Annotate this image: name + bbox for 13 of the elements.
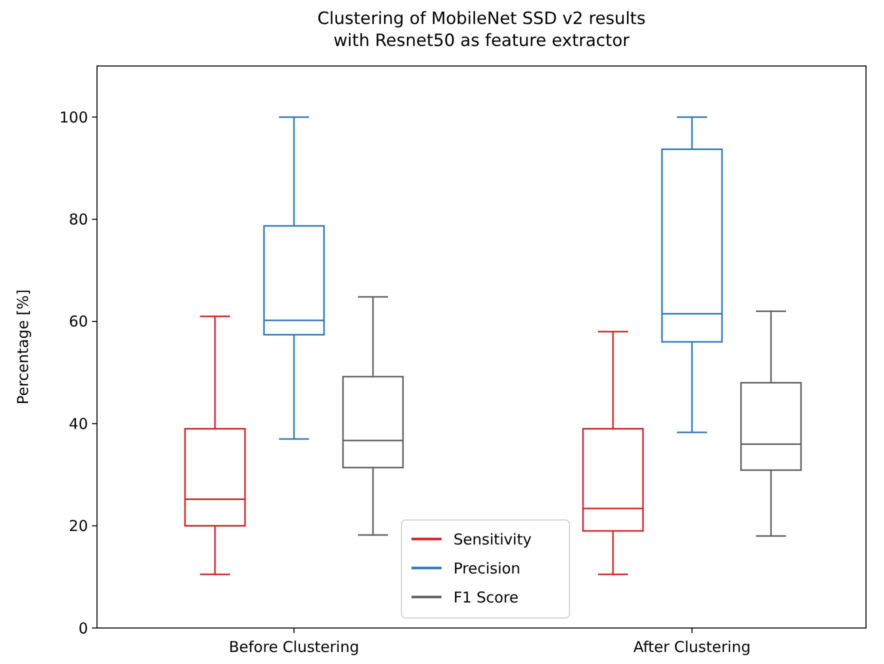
y-tick-label: 0 [78, 619, 88, 638]
y-tick-label: 20 [68, 517, 88, 536]
legend-label: Sensitivity [454, 530, 532, 548]
y-axis-title: Percentage [%] [14, 289, 32, 405]
legend-label: Precision [454, 559, 520, 578]
x-tick-label: After Clustering [633, 638, 751, 656]
legend-label: F1 Score [454, 588, 518, 606]
x-tick-label: Before Clustering [228, 638, 360, 656]
y-tick-label: 100 [59, 108, 88, 126]
y-tick-label: 80 [68, 210, 88, 229]
chart-title: Clustering of MobileNet SSD v2 results with Resnet50 as feature extractor [317, 9, 646, 51]
y-tick-label: 60 [68, 312, 88, 331]
y-tick-label: 40 [68, 414, 88, 433]
